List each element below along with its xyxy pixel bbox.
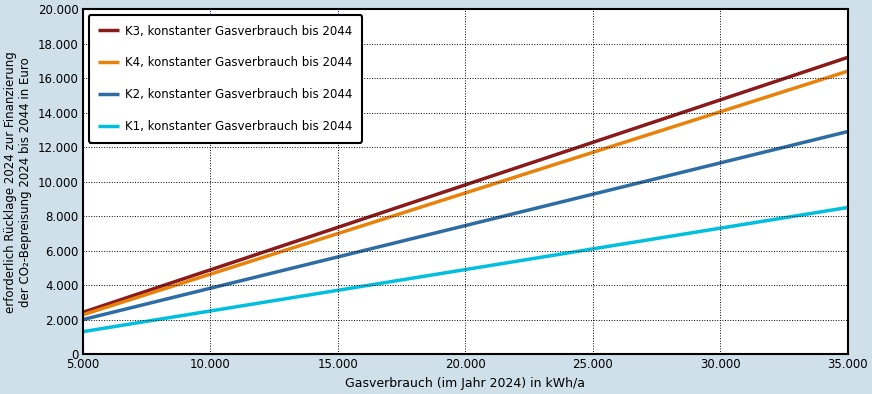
Y-axis label: erforderlich Rücklage 2024 zur Finanzierung
der CO₂-Bepreisung 2024 bis 2044 in : erforderlich Rücklage 2024 zur Finanzier…: [4, 51, 32, 312]
Legend: K3, konstanter Gasverbrauch bis 2044, K4, konstanter Gasverbrauch bis 2044, K2, : K3, konstanter Gasverbrauch bis 2044, K4…: [89, 15, 362, 143]
X-axis label: Gasverbrauch (im Jahr 2024) in kWh/a: Gasverbrauch (im Jahr 2024) in kWh/a: [345, 377, 585, 390]
